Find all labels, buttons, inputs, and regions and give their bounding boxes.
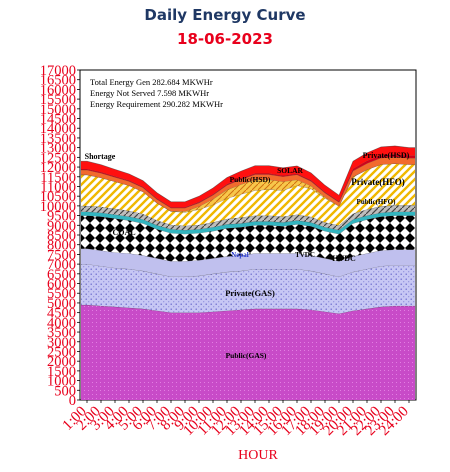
area-private-hsd- bbox=[81, 154, 415, 208]
y-tick-label: 15000 bbox=[40, 102, 76, 118]
annotation-box bbox=[85, 75, 275, 115]
y-tick-label: 4500 bbox=[47, 306, 76, 322]
y-tick-label: 12000 bbox=[40, 160, 76, 176]
area-nepal bbox=[81, 211, 415, 234]
y-tick-label: 7500 bbox=[47, 247, 76, 263]
y-tick-label: 17000 bbox=[40, 63, 76, 79]
y-axis: 0500100015002000250030003500400045005000… bbox=[40, 63, 80, 409]
y-tick-label: 4000 bbox=[47, 315, 76, 331]
y-tick-label: 12500 bbox=[40, 150, 76, 166]
annotation-total: Total Energy Gen 282.684 MKWHr bbox=[90, 77, 213, 87]
y-tick-label: 13500 bbox=[40, 131, 76, 147]
series-label-shortage: Shortage bbox=[85, 152, 116, 161]
series-label-coal: COAL bbox=[112, 228, 135, 237]
area-coal bbox=[81, 215, 415, 262]
chart-date: 18-06-2023 bbox=[177, 30, 273, 48]
y-tick-label: 9000 bbox=[47, 218, 76, 234]
area-public-gas- bbox=[81, 304, 415, 400]
y-tick-label: 10500 bbox=[40, 189, 76, 205]
series-label-public-hfo-: Public(HFO) bbox=[357, 198, 397, 206]
series-labels: Public(GAS) Private(GAS) HVDC COAL Nepal Publ… bbox=[85, 151, 410, 360]
y-tick-label: 16000 bbox=[40, 82, 76, 98]
y-tick-label: 14000 bbox=[40, 121, 76, 137]
area-layer bbox=[81, 145, 415, 400]
series-label-tvdc: TVDC bbox=[295, 251, 315, 259]
y-tick-label: 8500 bbox=[47, 228, 76, 244]
y-tick-label: 11000 bbox=[40, 180, 76, 196]
area-solar bbox=[81, 163, 415, 213]
y-tick-label: 10000 bbox=[40, 199, 76, 215]
series-label-public-hsd-: Public(HSD) bbox=[230, 175, 271, 184]
y-tick-label: 2500 bbox=[47, 345, 76, 361]
area-shortage bbox=[81, 145, 415, 208]
y-tick-label: 16500 bbox=[40, 73, 76, 89]
series-label-solar: SOLAR bbox=[277, 166, 303, 175]
y-tick-label: 7000 bbox=[47, 257, 76, 273]
y-tick-label: 0 bbox=[69, 393, 76, 409]
series-label-hvdc: HVDC bbox=[332, 254, 356, 263]
y-tick-label: 13000 bbox=[40, 141, 76, 157]
series-label-private-hfo-: Private(HFO) bbox=[351, 177, 404, 187]
y-tick-label: 6000 bbox=[47, 277, 76, 293]
energy-chart: 0500100015002000250030003500400045005000… bbox=[40, 63, 417, 463]
area-private-gas- bbox=[81, 264, 415, 314]
y-tick-label: 14500 bbox=[40, 112, 76, 128]
y-tick-label: 15500 bbox=[40, 92, 76, 108]
y-tick-label: 5500 bbox=[47, 286, 76, 302]
y-tick-label: 6500 bbox=[47, 267, 76, 283]
series-label-nepal: Nepal bbox=[231, 251, 249, 259]
area-hvdc bbox=[81, 248, 415, 277]
y-tick-label: 11500 bbox=[40, 170, 76, 186]
area-private-hfo- bbox=[81, 163, 415, 226]
area-edge-shortage bbox=[81, 145, 415, 203]
series-label-public-gas-: Public(GAS) bbox=[226, 351, 267, 360]
series-label-private-gas-: Private(GAS) bbox=[225, 288, 275, 298]
annotation-not-served: Energy Not Served 7.598 MKWHr bbox=[90, 88, 209, 98]
y-tick-label: 5000 bbox=[47, 296, 76, 312]
x-axis: 1:002:003:004:005:006:007:008:009:0010:0… bbox=[60, 400, 412, 439]
y-tick-label: 3500 bbox=[47, 325, 76, 341]
y-tick-label: 2000 bbox=[47, 354, 76, 370]
y-tick-label: 3000 bbox=[47, 335, 76, 351]
area-edge-private-gas- bbox=[81, 263, 415, 278]
area-public-hsd- bbox=[81, 157, 415, 212]
y-tick-label: 8000 bbox=[47, 238, 76, 254]
x-axis-label: HOUR bbox=[238, 448, 278, 463]
y-tick-label: 9500 bbox=[47, 209, 76, 225]
y-tick-label: 500 bbox=[54, 383, 76, 399]
chart-title: Daily Energy Curve bbox=[144, 6, 306, 24]
y-tick-label: 1000 bbox=[47, 374, 76, 390]
series-label-private-hsd-: Private(HSD) bbox=[363, 151, 410, 160]
y-tick-label: 1500 bbox=[47, 364, 76, 380]
annotation-requirement: Energy Requirement 290.282 MKWHr bbox=[90, 99, 223, 109]
